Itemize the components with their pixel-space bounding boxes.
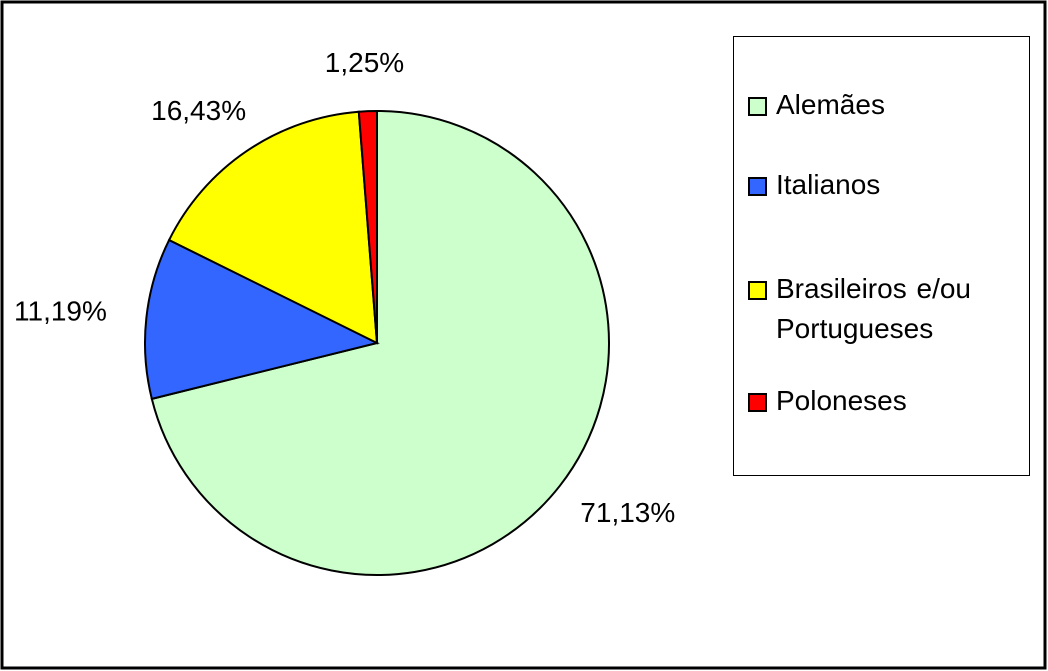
pie-slice	[167, 110, 379, 345]
data-label: 16,43%	[151, 95, 246, 126]
data-label: 1,25%	[325, 47, 404, 78]
data-label: 71,13%	[580, 497, 675, 528]
pie-slice	[150, 109, 610, 576]
legend-label: Brasileiros e/ou Portugueses	[776, 273, 971, 344]
legend-label: Italianos	[776, 169, 881, 200]
legend-item: Brasileiros e/ou Portugueses	[748, 269, 973, 349]
legend-item: Italianos	[748, 165, 973, 205]
legend-item: Poloneses	[748, 381, 973, 421]
legend-swatch	[748, 177, 767, 196]
legend-swatch	[748, 97, 767, 116]
pie-slice	[357, 109, 378, 344]
legend-swatch	[748, 393, 767, 412]
legend-label: Poloneses	[776, 385, 907, 416]
legend-swatch	[748, 281, 767, 300]
legend-item: Alemães	[748, 85, 973, 125]
legend-label: Alemães	[776, 89, 885, 120]
pie-slice	[144, 238, 380, 401]
legend: Alemães Italianos Brasileiros e/ou Portugu…	[733, 36, 1030, 476]
pie	[144, 109, 610, 576]
data-label: 11,19%	[14, 295, 107, 326]
